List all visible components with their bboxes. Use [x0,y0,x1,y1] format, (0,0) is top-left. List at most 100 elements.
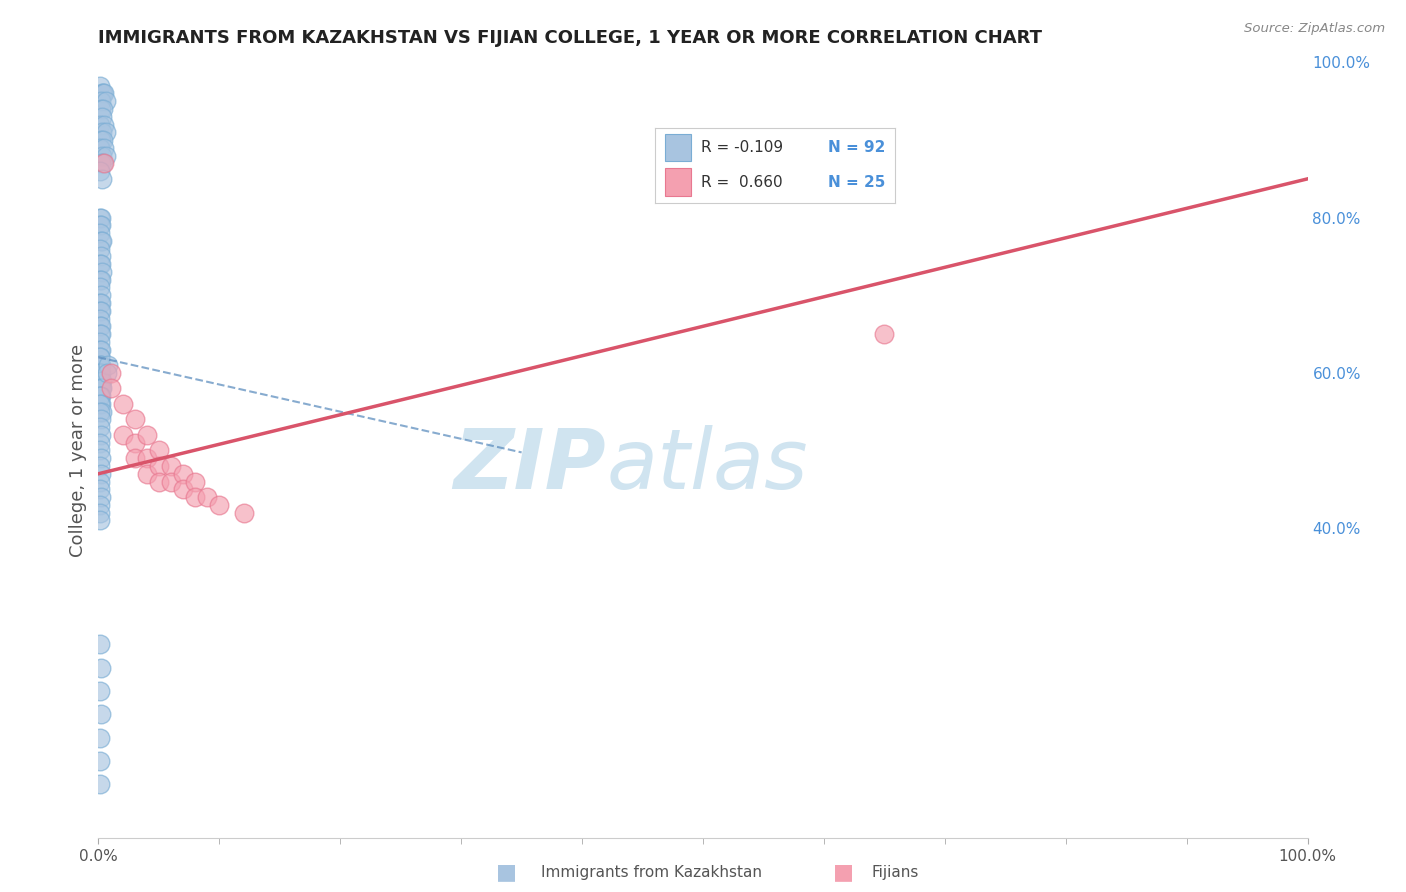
Point [90,661,112,675]
Point [148,458,170,473]
Point [89,311,111,326]
Point [752,148,775,162]
Point [90,707,112,722]
Point [91,381,114,395]
Point [135,451,157,466]
Point [89,358,111,372]
Point [89,319,111,334]
Text: IMMIGRANTS FROM KAZAKHSTAN VS FIJIAN COLLEGE, 1 YEAR OR MORE CORRELATION CHART: IMMIGRANTS FROM KAZAKHSTAN VS FIJIAN COL… [98,29,1042,47]
Point [93,141,115,155]
Point [91,171,114,186]
Point [90,366,112,380]
Point [94,94,117,108]
Point [90,467,112,481]
Point [89,777,111,791]
Point [89,443,111,458]
Point [148,475,170,489]
Point [91,405,114,419]
Point [89,141,111,155]
Point [89,435,111,450]
Point [89,475,111,489]
Point [90,303,112,318]
Point [90,374,112,388]
Point [93,87,115,101]
Point [89,211,111,225]
Point [89,483,111,497]
Point [90,219,112,233]
Point [91,87,114,101]
Point [873,326,896,341]
Point [232,506,254,520]
Point [91,234,114,248]
Bar [665,169,692,195]
Point [89,754,111,768]
Point [89,366,111,380]
Point [89,164,111,178]
Point [90,273,112,287]
Point [90,94,112,108]
Point [90,156,112,170]
Point [135,467,157,481]
Text: ZIP: ZIP [454,425,606,507]
Bar [665,134,692,161]
Point [91,265,114,279]
Point [195,490,218,504]
Point [90,343,112,357]
Point [124,412,146,426]
Point [90,397,112,411]
Point [91,87,114,101]
Point [89,381,111,395]
Point [90,234,112,248]
Point [90,319,112,334]
Point [93,156,115,170]
Point [90,211,112,225]
Text: R = -0.109: R = -0.109 [700,140,783,155]
Point [91,374,114,388]
Y-axis label: College, 1 year or more: College, 1 year or more [69,344,87,557]
Point [89,303,111,318]
Point [90,133,112,147]
Point [90,358,112,372]
Point [89,273,111,287]
Text: ■: ■ [834,863,853,882]
Point [89,334,111,349]
Point [91,102,114,116]
Point [124,451,146,466]
Point [89,351,111,365]
Point [90,296,112,310]
Point [89,343,111,357]
Point [89,731,111,745]
Point [90,451,112,466]
Point [90,381,112,395]
Point [93,118,115,132]
Point [208,498,231,512]
Point [184,475,207,489]
Point [90,412,112,426]
Point [89,296,111,310]
Point [90,249,112,264]
Point [124,435,146,450]
Text: Immigrants from Kazakhstan: Immigrants from Kazakhstan [541,865,762,880]
Point [91,148,114,162]
Point [90,257,112,271]
Point [91,125,114,139]
Point [89,118,111,132]
Text: R =  0.660: R = 0.660 [700,175,782,189]
Point [89,78,111,93]
Point [89,397,111,411]
Point [91,110,114,124]
Point [89,513,111,527]
Text: Source: ZipAtlas.com: Source: ZipAtlas.com [1244,22,1385,36]
Point [89,389,111,403]
Point [100,381,122,395]
Text: ■: ■ [496,863,516,882]
Point [89,637,111,651]
Point [89,506,111,520]
Point [97,358,120,372]
Point [90,102,112,116]
Point [184,490,207,504]
Point [160,475,183,489]
Text: Fijians: Fijians [872,865,920,880]
Point [160,458,183,473]
Text: atlas: atlas [606,425,808,507]
